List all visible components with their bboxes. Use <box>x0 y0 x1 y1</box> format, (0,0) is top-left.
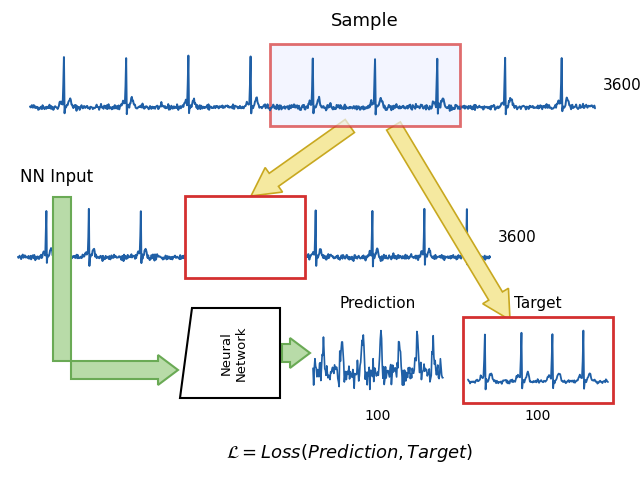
Polygon shape <box>387 122 510 320</box>
Text: Target: Target <box>514 296 562 311</box>
Bar <box>463 317 613 403</box>
Text: 3600: 3600 <box>603 78 640 93</box>
Bar <box>270 44 460 126</box>
Polygon shape <box>53 197 178 385</box>
Text: Sample: Sample <box>331 12 399 30</box>
Text: Neural
Network: Neural Network <box>220 325 248 381</box>
Polygon shape <box>180 308 280 398</box>
Text: 100: 100 <box>365 409 391 423</box>
Text: 100: 100 <box>525 409 551 423</box>
Text: 3600: 3600 <box>498 230 537 245</box>
Text: Prediction: Prediction <box>340 296 416 311</box>
Polygon shape <box>282 338 310 368</box>
Text: $\mathcal{L} = Loss(Prediction, Target)$: $\mathcal{L} = Loss(Prediction, Target)$ <box>227 442 474 464</box>
Bar <box>185 196 305 278</box>
Text: NN Input: NN Input <box>20 168 93 186</box>
Polygon shape <box>251 119 355 196</box>
